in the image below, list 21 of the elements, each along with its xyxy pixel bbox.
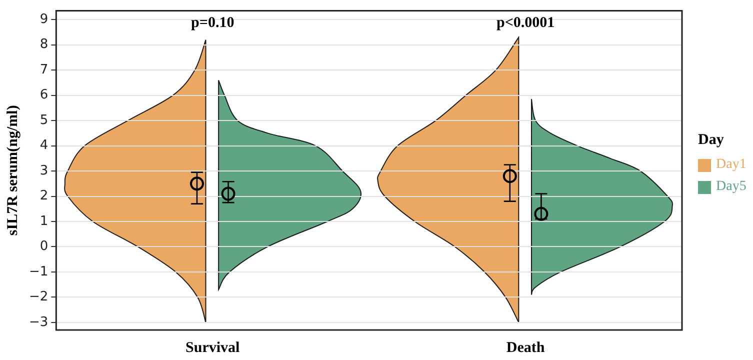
legend-label: Day5	[716, 179, 746, 195]
x-tick-label: Survival	[186, 340, 240, 356]
y-tick-label: 3	[40, 163, 48, 178]
y-tick-label: 0	[40, 239, 48, 254]
y-tick-label: 8	[40, 37, 48, 52]
y-tick-label: 5	[40, 112, 48, 128]
y-tick-label: 4	[40, 138, 48, 154]
legend-title: Day	[698, 132, 725, 149]
y-tick-label: 7	[40, 62, 48, 78]
y-tick-label: 9	[40, 12, 48, 28]
annotation: p<0.0001	[496, 15, 555, 32]
annotation: p=0.10	[191, 15, 234, 32]
y-tick-label: 1	[40, 214, 48, 229]
y-tick-label: −1	[28, 264, 48, 280]
y-axis-title: sIL7R serum(ng/ml)	[4, 105, 21, 236]
x-tick-label: Death	[506, 340, 546, 356]
y-tick-label: −2	[28, 290, 48, 305]
y-tick-label: −3	[28, 314, 48, 330]
legend-label: Day1	[716, 157, 746, 173]
y-tick-label: 6	[40, 88, 48, 103]
y-tick-label: 2	[40, 188, 48, 204]
